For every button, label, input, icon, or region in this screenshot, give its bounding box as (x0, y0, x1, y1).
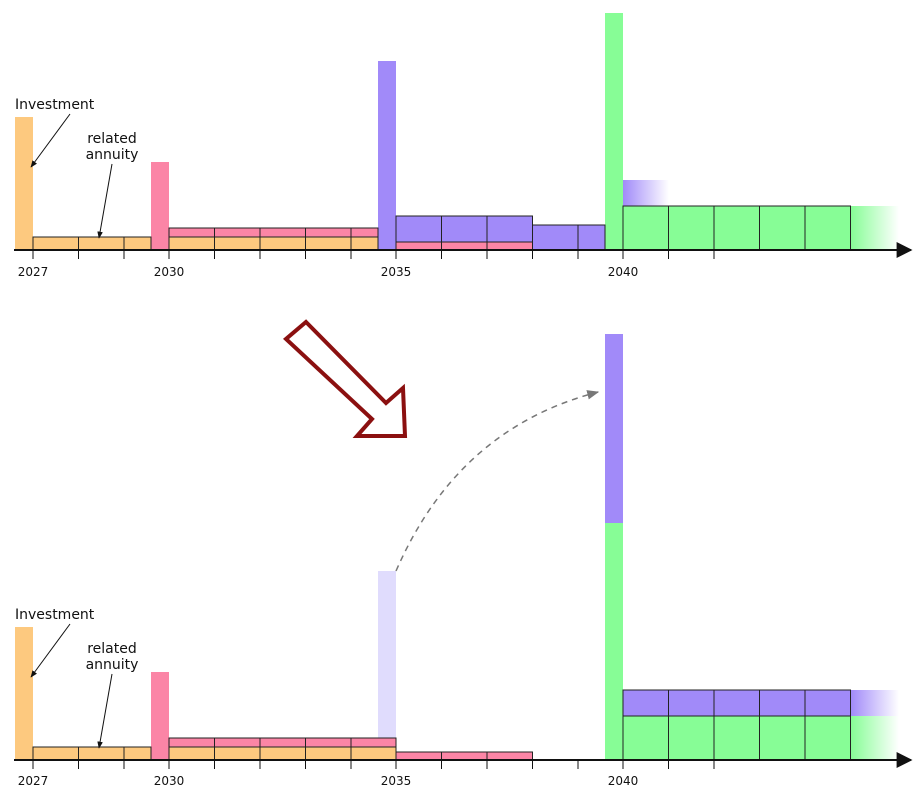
annuity-green (622, 205, 851, 251)
tick-label-2035: 2035 (381, 265, 412, 279)
tick-label-2030: 2030 (154, 265, 185, 279)
tick-label-2027: 2027 (18, 774, 49, 787)
tick-label-2040: 2040 (608, 265, 639, 279)
investment-label: Investment (15, 607, 95, 623)
investment-bar-2027 (15, 627, 33, 760)
tick-label-2035: 2035 (381, 774, 412, 787)
annuity-pink (168, 737, 533, 761)
dashed-curved-arrow-icon (395, 390, 600, 572)
annuity-green-fading (851, 716, 899, 760)
panel-after: 2027 2030 2035 2040 Investment related a… (14, 334, 913, 787)
annuity-pointer-arrow (97, 673, 113, 749)
annuity-orange (32, 236, 379, 251)
annuity-purple (395, 215, 606, 251)
investment-bar-2030 (151, 162, 169, 250)
annuity-label: annuity (86, 147, 139, 163)
investment-bar-2040-purple (605, 334, 623, 523)
investment-bar-2027 (15, 117, 33, 250)
tick-label-2027: 2027 (18, 265, 49, 279)
panel-before: 2027 2030 2035 2040 Investment related a… (14, 13, 913, 279)
annuity-label: annuity (86, 657, 139, 673)
annuity-pointer-arrow (97, 163, 113, 239)
annuity-green (622, 715, 851, 761)
annuity-green-fading (851, 206, 899, 250)
annuity-purple-fading (623, 180, 669, 206)
down-right-hollow-arrow-icon (282, 319, 408, 438)
investment-label: Investment (15, 97, 95, 113)
deferred-investment-ghost-2035 (378, 571, 396, 760)
investment-bar-2030 (151, 672, 169, 760)
tick-label-2040: 2040 (608, 774, 639, 787)
investment-bar-2040-green (605, 523, 623, 760)
annuity-purple-fading (851, 690, 899, 716)
annuity-orange (32, 746, 397, 761)
investment-pointer-arrow (30, 623, 71, 678)
annuity-purple (622, 689, 851, 717)
investment-bar-2040 (605, 13, 623, 250)
related-label: related (87, 641, 137, 657)
axis-ticks (32, 250, 715, 259)
axis-ticks (32, 760, 715, 769)
tick-label-2030: 2030 (154, 774, 185, 787)
investment-pointer-arrow (30, 113, 71, 168)
investment-bar-2035 (378, 61, 396, 250)
related-label: related (87, 131, 137, 147)
